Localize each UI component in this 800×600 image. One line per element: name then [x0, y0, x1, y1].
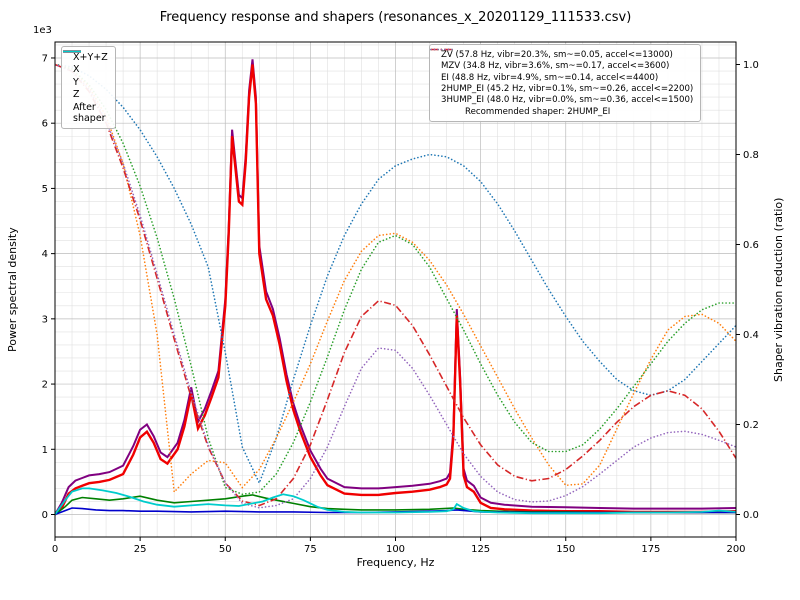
shaper-legend: ZV (57.8 Hz, vibr=20.3%, sm~=0.05, accel… [429, 44, 702, 122]
svg-text:75: 75 [304, 544, 317, 555]
right-y-axis-label: Shaper vibration reduction (ratio) [772, 197, 785, 382]
series-zv [55, 63, 736, 486]
3hump-ei-legend-line [430, 48, 454, 51]
measured-series-legend: X+Y+Z X Y Z After shaper [61, 46, 116, 130]
legend-recommended-shaper-note: Recommended shaper: 2HUMP_EI [436, 107, 693, 117]
legend-label-3hump-ei: 3HUMP_EI (48.0 Hz, vibr=0.0%, sm~=0.36, … [441, 95, 694, 106]
svg-text:0.6: 0.6 [743, 240, 759, 251]
chart-title: Frequency response and shapers (resonanc… [159, 10, 632, 25]
svg-text:50: 50 [219, 544, 232, 555]
series-3hump-ei [55, 63, 736, 509]
svg-text:0: 0 [42, 510, 48, 521]
after-shaper-legend-line [63, 50, 81, 53]
svg-text:100: 100 [386, 544, 405, 555]
svg-text:4: 4 [42, 249, 48, 260]
series-lines [55, 59, 736, 516]
svg-text:175: 175 [641, 544, 660, 555]
legend-entry-x: X [63, 50, 108, 76]
legend-label-zv: ZV (57.8 Hz, vibr=20.3%, sm~=0.05, accel… [441, 50, 673, 60]
svg-text:0: 0 [52, 544, 58, 555]
legend-entry-3hump-ei: 3HUMP_EI (48.0 Hz, vibr=0.0%, sm~=0.36, … [430, 48, 694, 106]
svg-text:5: 5 [42, 184, 48, 195]
svg-text:0.4: 0.4 [743, 330, 759, 341]
legend-label-y: Y [73, 76, 79, 88]
svg-text:0.0: 0.0 [743, 510, 759, 521]
svg-text:1: 1 [42, 445, 48, 456]
legend-label-after-shaper: After shaper [73, 101, 106, 124]
svg-text:150: 150 [556, 544, 575, 555]
svg-text:7: 7 [42, 53, 48, 64]
legend-label-ei: EI (48.8 Hz, vibr=4.9%, sm~=0.14, accel<… [441, 72, 659, 83]
legend-entry-zv: ZV (57.8 Hz, vibr=20.3%, sm~=0.05, accel… [430, 48, 693, 60]
left-y-axis-label: Power spectral density [6, 227, 19, 352]
legend-label-2hump-ei: 2HUMP_EI (45.2 Hz, vibr=0.1%, sm~=0.26, … [441, 83, 694, 94]
y-axis-multiplier: 1e3 [33, 25, 52, 36]
svg-text:125: 125 [471, 544, 490, 555]
legend-entry-after-shaper: After shaper [63, 50, 108, 125]
legend-entry-2hump-ei: 2HUMP_EI (45.2 Hz, vibr=0.1%, sm~=0.26, … [431, 48, 694, 94]
series-x [55, 64, 736, 516]
recommended-shaper-text: Recommended shaper: 2HUMP_EI [465, 106, 611, 117]
series-mzv [55, 63, 736, 494]
svg-text:200: 200 [726, 544, 745, 555]
legend-entry-y: Y [63, 50, 108, 88]
svg-text:3: 3 [42, 314, 48, 325]
series-ei [55, 63, 736, 496]
legend-entry-ei: EI (48.8 Hz, vibr=4.9%, sm~=0.14, accel<… [430, 48, 693, 83]
x-axis-label: Frequency, Hz [356, 556, 435, 569]
svg-text:0.2: 0.2 [743, 420, 759, 431]
legend-label-xyz-sum: X+Y+Z [73, 52, 108, 63]
legend-label-x: X [73, 64, 80, 76]
legend-entry-z: Z [63, 50, 108, 101]
svg-text:2: 2 [42, 380, 48, 391]
legend-label-z: Z [73, 89, 80, 101]
legend-label-mzv: MZV (34.8 Hz, vibr=3.6%, sm~=0.17, accel… [441, 61, 670, 72]
svg-text:1.0: 1.0 [743, 60, 759, 71]
svg-text:6: 6 [42, 119, 48, 130]
series-after-shaper [55, 487, 736, 516]
svg-text:0.8: 0.8 [743, 150, 759, 161]
legend-entry-mzv: MZV (34.8 Hz, vibr=3.6%, sm~=0.17, accel… [430, 48, 693, 72]
svg-text:25: 25 [134, 544, 147, 555]
